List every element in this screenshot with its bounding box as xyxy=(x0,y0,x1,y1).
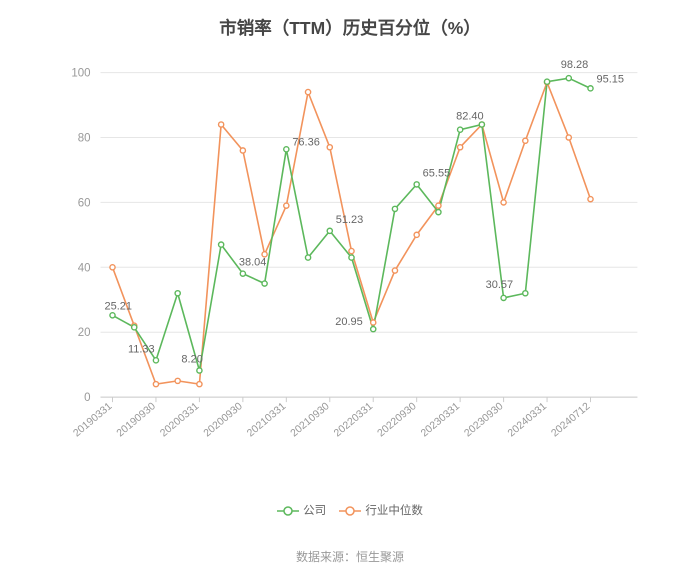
svg-text:51.23: 51.23 xyxy=(336,214,364,226)
svg-text:60: 60 xyxy=(78,197,91,209)
svg-text:40: 40 xyxy=(78,262,91,274)
svg-text:25.21: 25.21 xyxy=(105,300,133,312)
svg-text:76.36: 76.36 xyxy=(292,136,320,148)
svg-text:0: 0 xyxy=(84,392,90,404)
svg-text:20: 20 xyxy=(78,327,91,339)
svg-text:100: 100 xyxy=(71,68,90,80)
svg-text:98.28: 98.28 xyxy=(561,59,589,71)
svg-text:95.15: 95.15 xyxy=(597,73,625,85)
svg-text:80: 80 xyxy=(78,133,91,145)
svg-text:市销率（TTM）历史百分位（%）: 市销率（TTM）历史百分位（%） xyxy=(219,18,481,38)
svg-text:38.04: 38.04 xyxy=(239,257,267,269)
svg-text:8.20: 8.20 xyxy=(181,353,202,365)
svg-text:65.55: 65.55 xyxy=(423,167,451,179)
svg-text:20.95: 20.95 xyxy=(335,316,363,328)
svg-text:11.33: 11.33 xyxy=(128,343,155,355)
svg-text:82.40: 82.40 xyxy=(456,111,484,123)
svg-text:30.57: 30.57 xyxy=(486,279,514,291)
